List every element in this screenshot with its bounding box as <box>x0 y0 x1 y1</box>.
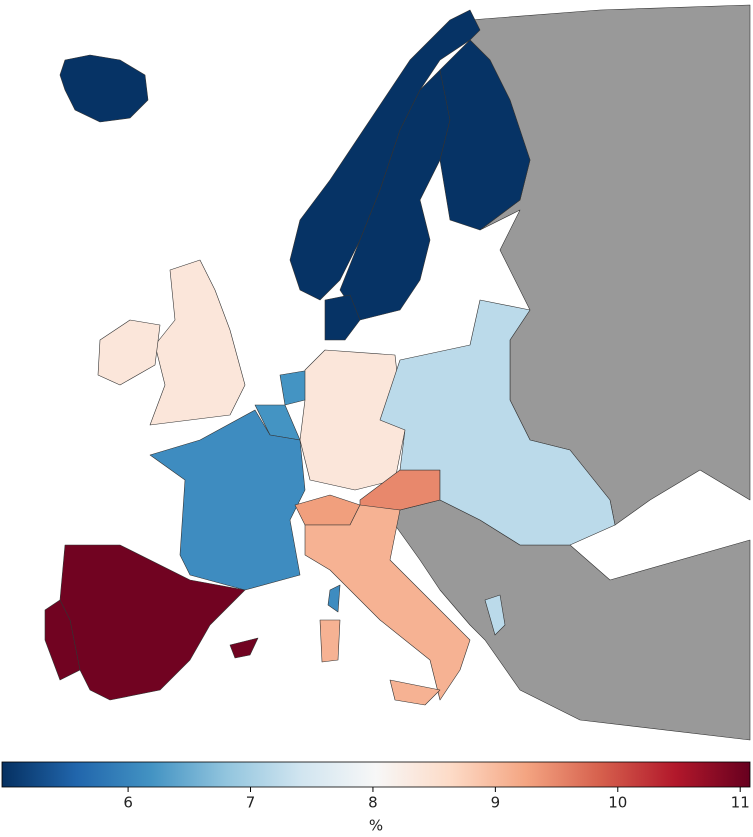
colorbar-tick-label: 7 <box>246 794 256 812</box>
region <box>59 54 149 123</box>
colorbar-tick-label: 10 <box>608 794 627 812</box>
colorbar-tick-label: 9 <box>491 794 501 812</box>
region <box>149 259 246 426</box>
colorbar-tick-label: 8 <box>368 794 378 812</box>
no-data-regions <box>394 4 751 741</box>
region <box>304 504 471 701</box>
regions <box>44 9 616 706</box>
colorbar-tick-label: 6 <box>123 794 133 812</box>
region <box>439 39 531 231</box>
colorbar <box>1 761 751 788</box>
region <box>149 409 306 591</box>
region <box>97 319 161 386</box>
region <box>389 679 441 706</box>
region <box>319 619 341 663</box>
colorbar-tick-label: 11 <box>731 794 750 812</box>
region <box>229 637 259 659</box>
region <box>324 294 361 341</box>
colorbar-label: % <box>369 817 383 835</box>
region <box>294 494 361 526</box>
region <box>484 594 506 636</box>
region <box>44 599 81 681</box>
region <box>327 584 341 613</box>
region <box>289 9 481 301</box>
region <box>379 299 616 546</box>
